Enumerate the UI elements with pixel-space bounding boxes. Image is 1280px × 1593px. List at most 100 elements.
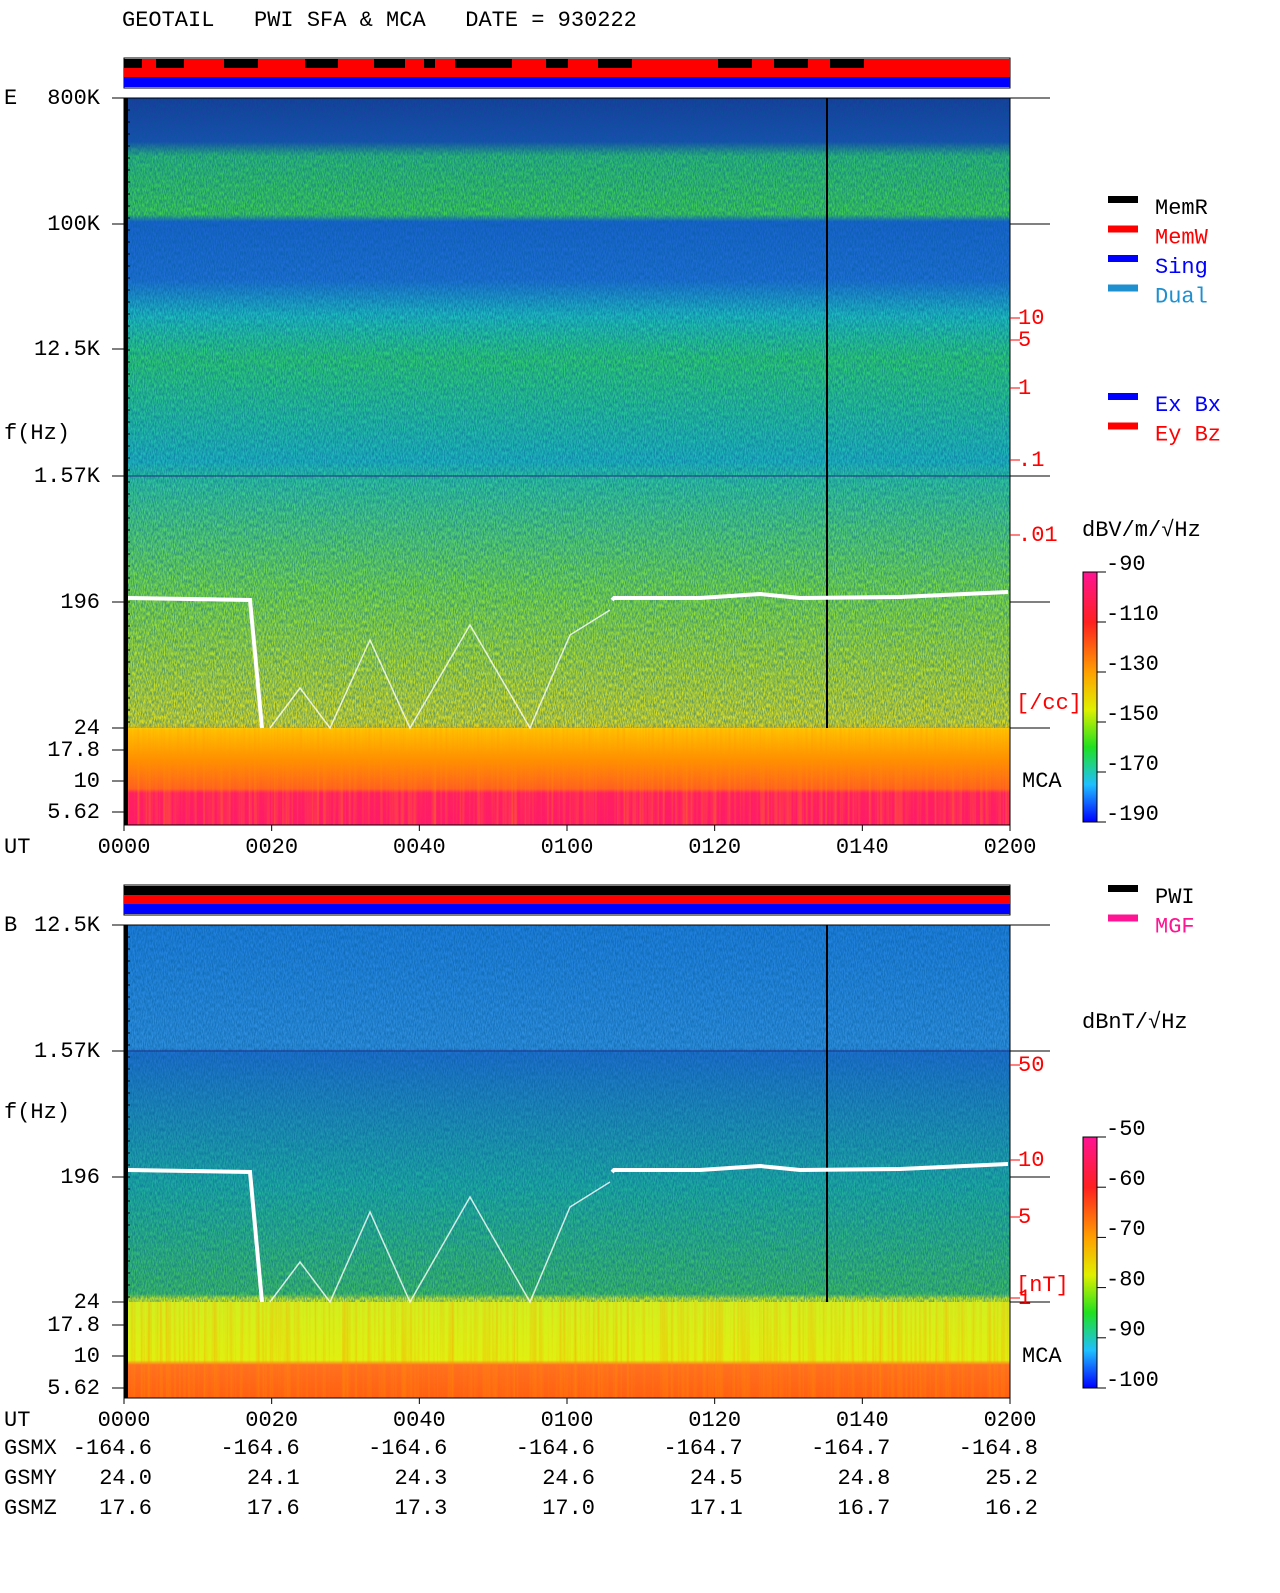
freq-label: 1.57K	[34, 1039, 101, 1064]
status-block	[424, 59, 435, 68]
plasma-trace	[610, 1162, 1009, 1174]
freq-label: 24	[74, 716, 100, 741]
density-label: .1	[1018, 448, 1044, 473]
y-axis-label: f(Hz)	[4, 421, 70, 446]
panel-label: B	[4, 913, 17, 938]
colorbar	[1082, 571, 1098, 823]
time-label: 0140	[836, 1408, 889, 1433]
status-red-seg	[405, 59, 424, 68]
legend-swatch	[1108, 422, 1138, 430]
status-red	[124, 68, 1010, 77]
status-block	[124, 59, 142, 68]
orbit-value: -164.7	[811, 1436, 890, 1461]
freq-label: 5.62	[47, 800, 100, 825]
freq-label: 10	[74, 769, 100, 794]
mca-label: MCA	[1022, 1344, 1062, 1369]
y-axis-label: f(Hz)	[4, 1100, 70, 1125]
status-red-seg	[568, 59, 598, 68]
colorbar-tick-label: -90	[1106, 552, 1146, 577]
time-label: 0000	[98, 835, 151, 860]
spectrogram-noise	[124, 98, 1010, 728]
freq-label: 196	[60, 590, 100, 615]
legend-swatch	[1108, 914, 1138, 922]
orbit-value: 24.1	[247, 1466, 300, 1491]
orbit-value: 16.7	[838, 1496, 891, 1521]
orbit-value: 24.5	[690, 1466, 743, 1491]
status-red-seg	[435, 59, 455, 68]
orbit-value: -164.6	[220, 1436, 299, 1461]
density-label: 5	[1018, 1205, 1031, 1230]
ut-label: UT	[4, 835, 30, 860]
legend-swatch	[1108, 225, 1138, 233]
freq-label: 12.5K	[34, 913, 101, 938]
colorbar-tick-label: -110	[1106, 602, 1159, 627]
status-red-seg	[808, 59, 830, 68]
freq-label: 24	[74, 1290, 100, 1315]
status-red-seg	[258, 59, 305, 68]
colorbar-tick-label: -170	[1106, 752, 1159, 777]
orbit-value: 17.1	[690, 1496, 743, 1521]
status-blue	[124, 904, 1010, 914]
freq-label: 1.57K	[34, 464, 101, 489]
orbit-name: GSMX	[4, 1436, 57, 1461]
orbit-value: 25.2	[985, 1466, 1038, 1491]
colorbar	[1082, 1136, 1098, 1389]
legend-swatch	[1108, 284, 1138, 292]
density-label: .01	[1018, 523, 1058, 548]
orbit-value: -164.6	[73, 1436, 152, 1461]
trace-wave	[269, 1181, 611, 1304]
plasma-trace	[610, 590, 1009, 602]
orbit-value: -164.8	[959, 1436, 1038, 1461]
orbit-value: 17.6	[99, 1496, 152, 1521]
legend-label: MemW	[1155, 225, 1209, 250]
density-label: 50	[1018, 1053, 1044, 1078]
colorbar-unit: dBnT/√Hz	[1082, 1010, 1188, 1035]
trace-wave	[269, 609, 611, 730]
legend-label: Sing	[1155, 255, 1208, 280]
legend-label: PWI	[1155, 885, 1195, 910]
left-edge	[124, 98, 128, 825]
panel-label: E	[4, 86, 17, 111]
colorbar-unit: dBV/m/√Hz	[1082, 518, 1201, 543]
colorbar-tick-label: -70	[1106, 1217, 1146, 1242]
density-label: 10	[1018, 1148, 1044, 1173]
freq-label: 5.62	[47, 1376, 100, 1401]
status-red-seg	[632, 59, 718, 68]
time-label: 0020	[245, 835, 298, 860]
legend-label: Dual	[1155, 284, 1208, 309]
orbit-value: 17.0	[542, 1496, 595, 1521]
colorbar-tick-label: -190	[1106, 802, 1159, 827]
time-label: 0100	[541, 835, 594, 860]
freq-label: 17.8	[47, 1313, 100, 1338]
freq-label: 800K	[47, 86, 101, 111]
status-block	[455, 59, 512, 68]
legend-swatch	[1108, 885, 1138, 892]
orbit-value: 17.6	[247, 1496, 300, 1521]
density-label: 5	[1018, 328, 1031, 353]
ut-label: UT	[4, 1408, 30, 1433]
status-block	[374, 59, 405, 68]
freq-label: 17.8	[47, 738, 100, 763]
mca-streaks	[124, 1302, 1010, 1398]
left-edge	[124, 925, 128, 1398]
status-red-seg	[752, 59, 774, 68]
legend-label: Ex Bx	[1155, 393, 1221, 418]
freq-label: 100K	[47, 212, 101, 237]
legend-label: MGF	[1155, 914, 1195, 939]
colorbar-tick-label: -60	[1106, 1167, 1146, 1192]
legend-label: MemR	[1155, 196, 1208, 221]
status-block	[598, 59, 632, 68]
status-red-seg	[338, 59, 374, 68]
status-block	[546, 59, 568, 68]
legend-label: Ey Bz	[1155, 422, 1221, 447]
status-block	[718, 59, 752, 68]
time-label: 0120	[688, 1408, 741, 1433]
status-red-seg	[184, 59, 224, 68]
orbit-value: -164.6	[368, 1436, 447, 1461]
status-block	[124, 886, 1010, 895]
freq-label: 10	[74, 1344, 100, 1369]
spectrogram-noise	[124, 925, 1010, 1302]
status-blue	[124, 77, 1010, 87]
time-label: 0200	[984, 1408, 1037, 1433]
